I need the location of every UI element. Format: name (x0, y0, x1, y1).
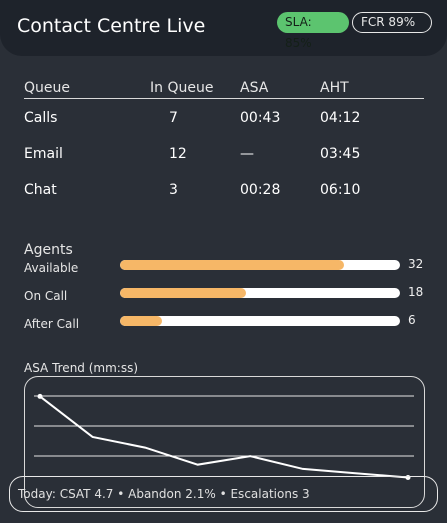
agent-bar-fill (120, 260, 344, 270)
page-title: Contact Centre Live (17, 15, 206, 37)
agents-title: Agents (24, 242, 73, 258)
sla-badge: SLA: 85% (277, 12, 349, 50)
agent-label-available: Available (24, 261, 79, 275)
cell-queue: Chat (24, 182, 57, 198)
asa-trend-chart (34, 393, 414, 480)
footer-summary-text: Today: CSAT 4.7 • Abandon 2.1% • Escalat… (18, 487, 310, 501)
cell-in-queue: 7 (169, 110, 178, 126)
header-bar: Contact Centre Live SLA: 85% FCR 89% (0, 0, 447, 56)
agent-value-after-call: 6 (408, 313, 416, 327)
table-header-divider (24, 98, 424, 99)
cell-asa: — (240, 146, 254, 162)
cell-asa: 00:43 (240, 110, 281, 126)
trend-line (39, 395, 409, 479)
trend-chart-frame (24, 376, 425, 508)
agent-bar-fill (120, 316, 162, 326)
col-header-queue: Queue (24, 80, 70, 96)
col-header-in-queue: In Queue (150, 80, 214, 96)
cell-aht: 06:10 (320, 182, 361, 198)
col-header-aht: AHT (320, 80, 349, 96)
agent-label-after-call: After Call (24, 317, 80, 331)
agent-bar-fill (120, 288, 246, 298)
footer-summary-pill (9, 476, 438, 512)
cell-queue: Email (24, 146, 63, 162)
col-header-asa: ASA (240, 80, 269, 96)
cell-in-queue: 3 (169, 182, 178, 198)
agent-label-on-call: On Call (24, 289, 68, 303)
agent-value-on-call: 18 (408, 285, 424, 299)
fcr-badge: FCR 89% (352, 12, 432, 33)
cell-in-queue: 12 (169, 146, 187, 162)
agent-bar-after-call (120, 316, 400, 326)
cell-aht: 03:45 (320, 146, 361, 162)
agent-bar-available (120, 260, 400, 270)
agent-bar-on-call (120, 288, 400, 298)
cell-aht: 04:12 (320, 110, 361, 126)
trend-point (37, 393, 43, 399)
cell-queue: Calls (24, 110, 58, 126)
agent-value-available: 32 (408, 257, 424, 271)
cell-asa: 00:28 (240, 182, 281, 198)
trend-title: ASA Trend (mm:ss) (24, 361, 139, 375)
